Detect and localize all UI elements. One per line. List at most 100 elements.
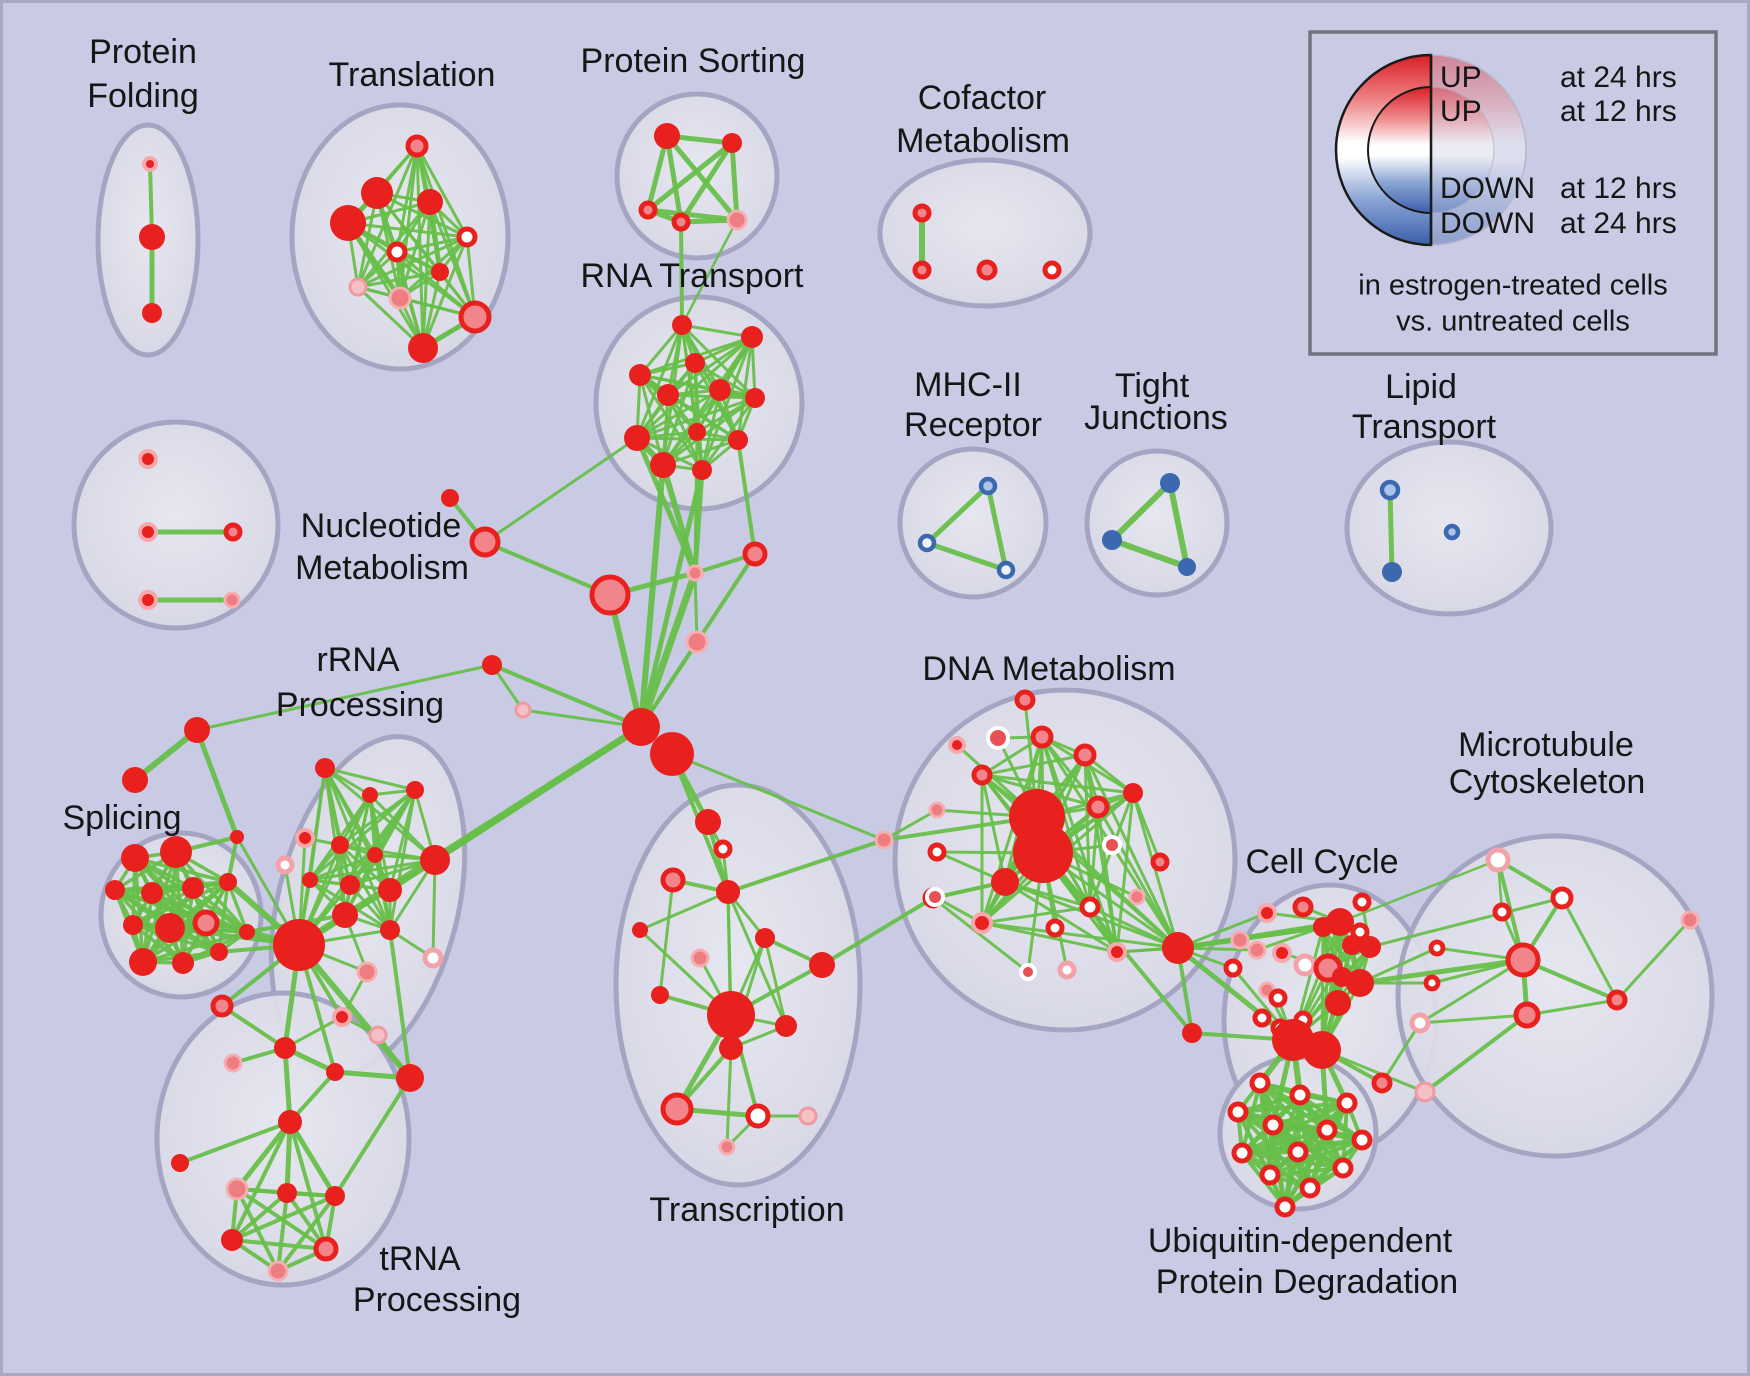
node-mt2 <box>1492 902 1512 922</box>
edge <box>700 396 757 472</box>
node-tj0 <box>1160 473 1180 493</box>
node-p1 <box>1414 1081 1436 1103</box>
edge <box>666 335 754 397</box>
node-d5 <box>1086 795 1110 819</box>
node-mt5 <box>1423 974 1441 992</box>
node-rr3 <box>295 828 315 848</box>
edge <box>635 323 684 440</box>
node-mt1 <box>1550 886 1574 910</box>
node-cc12 <box>1346 969 1374 997</box>
cluster-label-protein-folding-line2: Folding <box>87 77 199 115</box>
node-u2 <box>1336 1092 1358 1114</box>
node-d1 <box>1030 725 1054 749</box>
node-tx6 <box>632 922 648 938</box>
node-t2 <box>417 189 443 215</box>
edge <box>638 467 705 730</box>
edge <box>333 1076 412 1198</box>
node-tx8 <box>651 986 669 1004</box>
node-rr11 <box>273 919 325 971</box>
edge <box>980 921 1180 950</box>
node-l0 <box>1379 479 1401 501</box>
cluster-label-microtubule-cytoskeleton-line2: Cytoskeleton <box>1449 763 1646 801</box>
node-rr9 <box>340 875 360 895</box>
edge <box>483 436 639 544</box>
edge <box>431 858 437 960</box>
node-tn0 <box>210 994 234 1018</box>
edge <box>1088 905 1180 950</box>
node-mt4 <box>1428 939 1446 957</box>
cluster-label-protein-folding-line1: Protein <box>89 33 197 71</box>
node-u9 <box>1287 1141 1309 1163</box>
node-cc15 <box>1268 988 1288 1008</box>
node-u10 <box>1332 1157 1354 1179</box>
edge <box>388 788 417 932</box>
node-u8 <box>1259 1164 1281 1186</box>
node-d21 <box>1162 932 1194 964</box>
cluster-label-rrna-processing-line1: rRNA <box>316 641 399 679</box>
node-tn10 <box>221 1229 243 1251</box>
edge <box>680 218 739 327</box>
cluster-label-nucleotide-metabolism-line1: Nucleotide <box>301 507 462 545</box>
edge <box>931 896 1030 974</box>
node-b0 <box>686 564 704 582</box>
node-c3 <box>1042 260 1062 280</box>
network-nodes <box>105 123 1700 1282</box>
node-t1 <box>361 177 393 209</box>
node-tx7 <box>809 952 835 978</box>
node-mt0 <box>1485 847 1511 873</box>
node-u0 <box>1249 1072 1271 1094</box>
node-rr1 <box>362 787 378 803</box>
cluster-label-transcription: Transcription <box>649 1191 844 1229</box>
node-m0 <box>978 476 998 496</box>
legend-direction-2: UP <box>1440 95 1482 128</box>
node-st1 <box>122 767 148 793</box>
node-d13 <box>1128 888 1146 906</box>
node-b1 <box>742 541 768 567</box>
cluster-label-ubiquitin-degradation-line1: Ubiquitin-dependent <box>1148 1222 1453 1260</box>
node-rr2 <box>406 781 424 799</box>
node-tx1 <box>713 839 733 859</box>
cluster-label-mhc-ii-receptor-line2: Receptor <box>904 406 1042 444</box>
edge <box>308 788 417 882</box>
legend-direction-3: DOWN <box>1440 172 1535 205</box>
edge <box>1418 1013 1529 1025</box>
node-d12 <box>1150 852 1170 872</box>
edge <box>980 921 1119 954</box>
legend-time-1: at 24 hrs <box>1560 61 1677 94</box>
node-r8 <box>688 423 706 441</box>
edge <box>230 1194 337 1242</box>
node-rr14 <box>422 947 444 969</box>
node-sp1 <box>160 836 192 868</box>
node-tx9 <box>707 991 755 1039</box>
cluster-label-microtubule-cytoskeleton-line1: Microtubule <box>1458 726 1634 764</box>
node-cc1 <box>1292 896 1314 918</box>
node-d4 <box>928 801 946 819</box>
edge <box>980 735 1044 777</box>
node-ps3 <box>671 212 691 232</box>
node-d3 <box>971 764 993 786</box>
cluster-label-trna-processing-line1: tRNA <box>379 1240 461 1278</box>
node-l1 <box>1382 562 1402 582</box>
edge <box>368 793 437 862</box>
node-cc22 <box>1350 922 1370 942</box>
node-tx12 <box>660 1092 694 1126</box>
node-n1 <box>138 522 158 542</box>
edge <box>1525 998 1619 1017</box>
node-tn3 <box>326 1063 344 1081</box>
node-r3 <box>629 364 651 386</box>
node-d19 <box>1057 960 1077 980</box>
edge <box>1109 537 1190 570</box>
edge <box>194 727 240 840</box>
node-d24 <box>1014 689 1036 711</box>
edge <box>693 571 699 644</box>
legend-direction-1: UP <box>1440 61 1482 94</box>
node-mt7 <box>1513 1001 1541 1029</box>
node-tn1 <box>274 1037 296 1059</box>
edge <box>664 133 684 225</box>
edge <box>287 1119 338 1199</box>
node-mt3 <box>1505 942 1541 978</box>
node-c0 <box>912 203 932 223</box>
edge <box>1368 896 1564 949</box>
node-tn4 <box>396 1064 424 1092</box>
